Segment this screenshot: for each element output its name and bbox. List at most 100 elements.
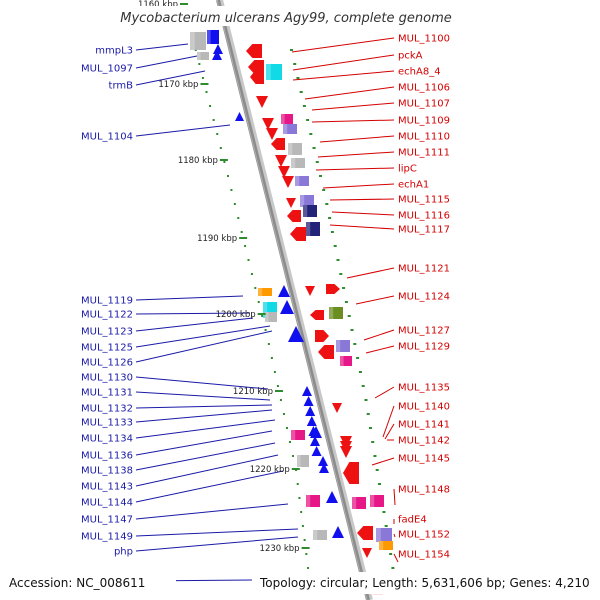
feature-gene-shade [300,195,305,207]
feature-gene [212,50,222,60]
feature-gene-shade [291,430,296,440]
feature-gene-shade [258,288,263,296]
gene-connector-right [382,405,395,438]
feature-gene-shade [190,32,195,50]
tick-outer [247,259,250,261]
gene-connector-right [329,224,395,230]
backbone-tick-layer [191,35,397,583]
tick-inner [389,553,393,555]
tick-inner [368,427,372,429]
gene-label-right: MUL_1154 [398,550,450,561]
feature-gene [265,312,277,322]
title-backdrop [118,6,480,26]
feature-gene [329,307,343,319]
gene-connector-left [135,43,189,51]
feature-gene [295,176,309,186]
feature-gene [266,128,278,140]
gene-label-left: php [114,547,133,558]
gene-label-right: MUL_1141 [398,420,450,431]
tick-outer [254,287,257,289]
feature-gene-shade [283,124,288,134]
feature-gene-shade [370,495,375,507]
feature-gene-shade [295,176,300,186]
feature-gene [357,526,373,540]
gene-label-right: MUL_1100 [398,34,450,45]
tick-inner [371,441,375,443]
tick-inner [339,273,343,275]
feature-gene [326,491,338,503]
gene-connector-right [291,37,395,53]
gene-connector-left [135,55,198,69]
tick-inner [373,455,377,457]
gene-label-left: MUL_1143 [81,482,133,493]
kbp-scale-layer: 1160 kbp 1170 kbp 1180 kbp 1190 kbp 1200 kbp… [138,0,310,554]
gene-connector-right [393,488,396,506]
tick-inner [325,203,329,205]
gene-label-left: MUL_1147 [81,515,133,526]
gene-label-left: MUL_1144 [81,498,133,509]
tick-outer [261,315,264,317]
feature-gene [370,495,384,507]
feature-gene [281,114,293,124]
gene-connector-left [135,470,284,503]
feature-gene-shade [340,356,344,366]
gene-connector-left [135,391,271,401]
gene-connector-left [135,404,273,409]
tick-outer [273,371,276,373]
feature-gene-shade [336,340,341,352]
gene-connector-left [135,312,251,315]
gene-connector-left [135,330,273,363]
tick-outer [230,189,233,191]
feature-gene [306,495,320,507]
tick-outer [244,245,247,247]
feature-gene-shade [303,205,308,217]
gene-connector-right [363,329,395,341]
label-connector-layer [135,37,399,582]
tick-outer [205,91,208,93]
tick-outer [300,511,303,513]
tick-inner [315,161,319,163]
feature-gene [315,330,329,342]
gene-connector-left [135,409,273,423]
gene-label-right: MUL_1110 [398,132,450,143]
tick-inner [302,105,306,107]
feature-gene-shade [297,455,301,467]
tick-inner [290,49,293,51]
feature-gene [282,176,294,188]
feature-gene [278,285,290,297]
gene-connector-left [135,430,273,456]
gene-label-left: MUL_1104 [81,132,133,143]
gene-label-right: MUL_1121 [398,264,450,275]
tick-inner [391,567,395,569]
gene-connector-right [311,119,395,123]
gene-label-left: MUL_1131 [81,388,133,399]
tick-outer [276,385,279,387]
feature-gene [288,143,302,155]
kbp-scale-label: 1210 kbp [233,387,273,397]
feature-gene [310,310,324,320]
feature-gene-shade [379,541,384,550]
tick-outer [219,147,222,149]
gene-connector-left [135,70,206,86]
gene-label-left: MUL_1136 [81,451,133,462]
feature-gene [275,155,287,167]
feature-gene-shade [376,528,381,542]
tick-inner [333,245,337,247]
tick-inner [366,413,370,415]
feature-gene [283,124,297,134]
gene-connector-right [365,345,395,354]
gene-label-right: MUL_1116 [398,211,450,222]
feature-gene [213,44,223,54]
gene-label-left: MUL_1133 [81,418,133,429]
tick-outer [267,343,270,345]
tick-inner [377,483,381,485]
tick-inner [358,371,362,373]
gene-label-left: MUL_1126 [81,358,133,369]
gene-label-right: MUL_1127 [398,326,450,337]
gene-connector-right [346,267,395,279]
gene-label-right: MUL_1140 [398,402,450,413]
feature-gene-shade [263,302,268,318]
gene-label-layer: mmpL3 MUL_1097 trmB MUL_1104 MUL_1119 MUL_112… [81,34,450,588]
gene-connector-left [135,528,299,537]
feature-gene [246,44,262,58]
